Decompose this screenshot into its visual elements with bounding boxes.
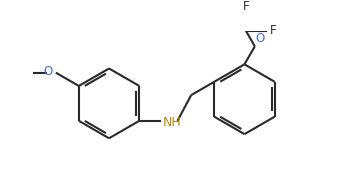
Text: O: O xyxy=(256,32,265,45)
Text: O: O xyxy=(43,65,52,78)
Text: F: F xyxy=(242,0,249,13)
Text: NH: NH xyxy=(163,116,181,129)
Text: F: F xyxy=(270,24,276,37)
